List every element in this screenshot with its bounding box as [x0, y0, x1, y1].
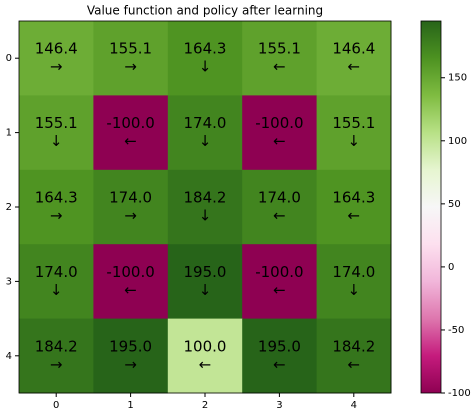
- heatmap-cell: [93, 95, 169, 171]
- colorbar-tick-label: 0: [448, 262, 454, 273]
- policy-arrow: ↓: [199, 281, 212, 299]
- heatmap-cell: [316, 95, 392, 171]
- heatmap-cell: [19, 318, 94, 394]
- heatmap-cell: [19, 21, 94, 96]
- policy-arrow: ←: [273, 355, 286, 373]
- policy-arrow: ←: [273, 58, 286, 76]
- policy-arrow: ←: [273, 281, 286, 299]
- colorbar-tick-label: 50: [448, 199, 461, 210]
- chart-title: Value function and policy after learning: [87, 4, 323, 18]
- heatmap-cell: [167, 318, 243, 394]
- colorbar-tick-label: 100: [448, 136, 467, 147]
- cell-value-label: 184.2: [332, 337, 375, 355]
- policy-arrow: →: [50, 207, 63, 225]
- cell-value-label: 174.0: [109, 189, 152, 207]
- cell-value-label: 146.4: [35, 40, 78, 58]
- cell-value-label: 155.1: [332, 114, 375, 132]
- x-tick-label: 0: [53, 400, 59, 411]
- cell-value-label: 184.2: [35, 337, 78, 355]
- policy-arrow: ←: [199, 355, 212, 373]
- y-tick-label: 2: [6, 202, 12, 213]
- heatmap-cell: [316, 244, 392, 320]
- colorbar-tick-label: -50: [448, 325, 464, 336]
- policy-arrow: →: [124, 355, 137, 373]
- heatmap-cell: [316, 169, 392, 245]
- cell-value-label: 195.0: [258, 337, 301, 355]
- heatmap-cell: [167, 169, 243, 245]
- policy-arrow: →: [50, 355, 63, 373]
- policy-arrow: →: [50, 58, 63, 76]
- cell-value-label: 195.0: [109, 337, 152, 355]
- policy-arrow: ↓: [199, 58, 212, 76]
- policy-arrow: ↓: [50, 281, 63, 299]
- heatmap-cell: [167, 244, 243, 320]
- y-tick-label: 4: [6, 351, 12, 362]
- cell-value-label: 184.2: [184, 189, 227, 207]
- cell-value-label: 155.1: [35, 114, 78, 132]
- policy-arrow: ↓: [348, 132, 361, 150]
- heatmap-cell: [93, 318, 169, 394]
- cell-value-label: 164.3: [332, 189, 375, 207]
- cell-value-label: 164.3: [184, 40, 227, 58]
- y-tick-label: 3: [6, 276, 12, 287]
- heatmap-cell: [19, 169, 94, 245]
- heatmap-cell: [242, 169, 318, 245]
- heatmap-cell: [316, 21, 392, 96]
- colorbar-tick-label: 150: [448, 73, 467, 84]
- policy-arrow: ←: [273, 132, 286, 150]
- x-tick-label: 2: [202, 400, 208, 411]
- policy-arrow: →: [124, 58, 137, 76]
- heatmap-cell: [167, 21, 243, 96]
- colorbar-tick-label: -100: [448, 388, 471, 399]
- y-tick-label: 0: [6, 53, 12, 64]
- policy-arrow: ←: [124, 132, 137, 150]
- policy-arrow: ←: [348, 58, 361, 76]
- cell-value-label: -100.0: [106, 114, 154, 132]
- cell-value-label: 155.1: [258, 40, 301, 58]
- policy-arrow: ↓: [348, 281, 361, 299]
- heatmap-cell: [316, 318, 392, 394]
- cell-value-label: 146.4: [332, 40, 375, 58]
- x-tick-label: 4: [351, 400, 357, 411]
- cell-value-label: 164.3: [35, 189, 78, 207]
- cell-value-label: -100.0: [255, 263, 303, 281]
- heatmap-cell: [242, 318, 318, 394]
- policy-arrow: ↓: [50, 132, 63, 150]
- policy-arrow: ↓: [199, 207, 212, 225]
- cell-value-label: -100.0: [255, 114, 303, 132]
- cell-value-label: 174.0: [35, 263, 78, 281]
- heatmap-cell: [242, 244, 318, 320]
- cell-value-label: 100.0: [184, 337, 227, 355]
- cell-value-label: 195.0: [184, 263, 227, 281]
- heatmap-cell: [93, 169, 169, 245]
- cell-value-label: 174.0: [332, 263, 375, 281]
- heatmap-cell: [93, 21, 169, 96]
- policy-arrow: ↓: [199, 132, 212, 150]
- cell-value-label: 174.0: [184, 114, 227, 132]
- heatmap-cell: [242, 95, 318, 171]
- y-tick-label: 1: [6, 128, 12, 139]
- heatmap-cell: [19, 95, 94, 171]
- heatmap-cell: [242, 21, 318, 96]
- policy-arrow: ←: [348, 355, 361, 373]
- colorbar: [420, 20, 442, 394]
- cell-value-label: 155.1: [109, 40, 152, 58]
- cell-value-label: 174.0: [258, 189, 301, 207]
- x-tick-label: 3: [276, 400, 282, 411]
- policy-arrow: ←: [348, 207, 361, 225]
- heatmap-cell: [93, 244, 169, 320]
- policy-arrow: ←: [273, 207, 286, 225]
- policy-arrow: →: [124, 207, 137, 225]
- heatmap-cell: [19, 244, 94, 320]
- x-tick-label: 1: [127, 400, 133, 411]
- policy-arrow: ←: [124, 281, 137, 299]
- cell-value-label: -100.0: [106, 263, 154, 281]
- heatmap-cell: [167, 95, 243, 171]
